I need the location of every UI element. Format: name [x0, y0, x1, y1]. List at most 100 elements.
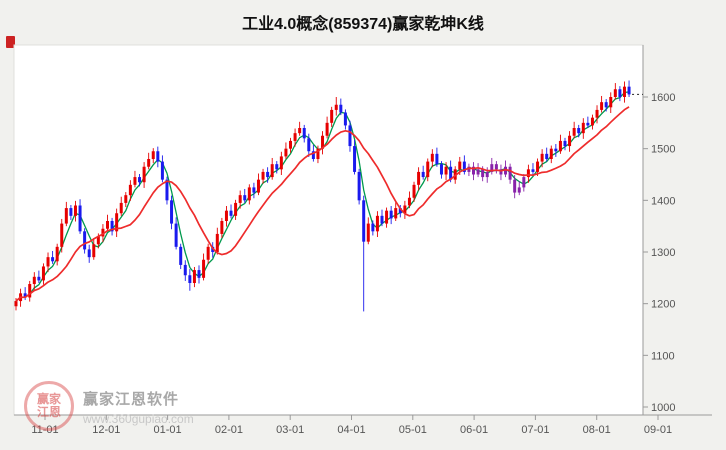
candle-body — [202, 259, 206, 278]
candle-body — [261, 171, 265, 180]
candle-body — [481, 169, 485, 178]
candle-body — [531, 169, 535, 172]
candle-body — [485, 171, 489, 178]
plot-area[interactable] — [13, 44, 644, 416]
candle-body — [37, 276, 41, 281]
x-axis-label: 12-01 — [92, 424, 120, 436]
candle-body — [517, 187, 521, 193]
candle-body — [316, 148, 320, 159]
candle-body — [234, 202, 238, 216]
candle-body — [224, 210, 228, 221]
candle-body — [321, 135, 325, 149]
candle-body — [462, 161, 466, 172]
candle-body — [600, 102, 604, 110]
candle-body — [618, 89, 622, 97]
candle-body — [119, 202, 123, 214]
candle-body — [270, 164, 274, 178]
x-axis-label: 04-01 — [337, 424, 365, 436]
candle-body — [23, 293, 27, 298]
candle-body — [256, 179, 260, 193]
chart-title: 工业4.0概念(859374)赢家乾坤K线 — [242, 16, 484, 33]
candle-body — [398, 208, 402, 214]
candle-body — [28, 284, 32, 298]
candle-body — [430, 153, 434, 162]
candle-body — [444, 166, 448, 175]
candle-body — [385, 210, 389, 224]
y-axis-label: 1200 — [651, 299, 675, 311]
candle-body — [330, 109, 334, 123]
candle-body — [622, 86, 626, 97]
candle-body — [284, 148, 288, 157]
candle-body — [325, 122, 329, 136]
candle-body — [55, 246, 59, 262]
candle-body — [334, 104, 338, 110]
candle-body — [206, 246, 210, 260]
candle-body — [243, 195, 247, 201]
candle-body — [536, 161, 540, 172]
x-axis-label: 03-01 — [276, 424, 304, 436]
candle-body — [467, 166, 471, 172]
candle-body — [394, 208, 398, 219]
candle-body — [426, 161, 430, 178]
candle-body — [229, 210, 233, 216]
candle-body — [568, 135, 572, 147]
candle-body — [609, 97, 613, 108]
candle-body — [14, 301, 18, 307]
candle-body — [311, 151, 315, 159]
candle-body — [183, 264, 187, 276]
candle-body — [151, 151, 155, 159]
candle-body — [490, 164, 494, 172]
candle-body — [115, 213, 119, 232]
candle-body — [389, 210, 393, 219]
candle-body — [32, 276, 36, 285]
x-axis-label: 09-01 — [644, 424, 672, 436]
x-axis-label: 08-01 — [583, 424, 611, 436]
candle-body — [417, 171, 421, 185]
candle-body — [353, 146, 357, 172]
candle-body — [188, 275, 192, 283]
candle-body — [371, 223, 375, 232]
candle-body — [174, 223, 178, 247]
candle-body — [106, 221, 109, 229]
candle-body — [165, 179, 169, 201]
candle-body — [110, 221, 114, 232]
candle-body — [421, 171, 425, 178]
candle-body — [266, 171, 270, 178]
x-axis-label: 07-01 — [521, 424, 549, 436]
candle-body — [522, 177, 526, 188]
candle-body — [472, 166, 475, 175]
candle-body — [101, 228, 105, 237]
y-axis-label: 1400 — [651, 195, 675, 207]
candle-body — [494, 164, 498, 170]
candle-body — [366, 223, 370, 242]
candle-body — [179, 246, 183, 265]
candle-body — [64, 208, 68, 224]
candle-body — [572, 128, 576, 136]
candle-body — [238, 195, 242, 203]
candle-body — [124, 195, 128, 203]
candle-body — [307, 138, 311, 152]
candle-body — [192, 270, 196, 283]
candle-body — [96, 236, 100, 245]
candle-body — [197, 270, 201, 278]
candle-body — [540, 153, 544, 162]
candle-body — [41, 266, 45, 281]
candle-body — [83, 231, 87, 250]
candle-body — [138, 177, 142, 183]
y-axis-label: 1500 — [651, 144, 675, 156]
candle-body — [380, 215, 384, 224]
candle-body — [302, 128, 306, 139]
red-marker-icon[interactable] — [6, 36, 15, 48]
x-axis-label: 05-01 — [399, 424, 427, 436]
y-axis-label: 1600 — [651, 92, 675, 104]
candle-body — [590, 117, 594, 126]
candle-body — [435, 153, 439, 165]
candle-body — [375, 215, 379, 232]
candle-body — [147, 159, 151, 167]
candle-body — [439, 164, 443, 175]
candle-body — [577, 128, 581, 134]
candle-body — [51, 257, 55, 262]
candles — [14, 80, 631, 312]
candle-body — [142, 166, 146, 183]
